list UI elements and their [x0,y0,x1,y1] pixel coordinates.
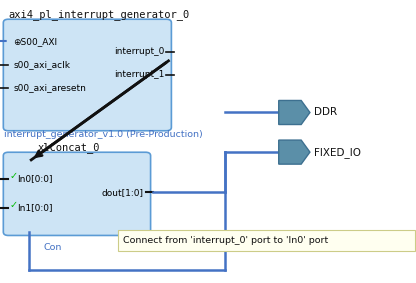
FancyBboxPatch shape [3,152,151,235]
Text: axi4_pl_interrupt_generator_0: axi4_pl_interrupt_generator_0 [8,9,190,20]
Text: dout[1:0]: dout[1:0] [102,188,144,197]
Text: ⊕S00_AXI: ⊕S00_AXI [13,37,57,46]
Text: Connect from 'interrupt_0' port to 'In0' port: Connect from 'interrupt_0' port to 'In0'… [123,236,328,245]
Text: interrupt_1: interrupt_1 [114,70,164,80]
Text: ✓: ✓ [10,171,18,181]
Text: Con: Con [44,243,62,252]
Text: s00_axi_aclk: s00_axi_aclk [13,60,70,69]
Text: ✓: ✓ [10,200,18,210]
Text: interrupt_0: interrupt_0 [114,48,164,57]
Text: xlConcat_0: xlConcat_0 [37,142,100,153]
FancyBboxPatch shape [3,19,171,131]
Polygon shape [279,140,310,164]
Text: s00_axi_aresetn: s00_axi_aresetn [13,83,86,92]
Text: DDR: DDR [314,108,337,117]
FancyBboxPatch shape [118,230,415,251]
Text: FIXED_IO: FIXED_IO [314,147,361,158]
Text: In0[0:0]: In0[0:0] [17,174,53,183]
Text: In1[0:0]: In1[0:0] [17,203,53,212]
Polygon shape [279,100,310,125]
Text: interrupt_generator_v1.0 (Pre-Production): interrupt_generator_v1.0 (Pre-Production… [4,130,203,139]
